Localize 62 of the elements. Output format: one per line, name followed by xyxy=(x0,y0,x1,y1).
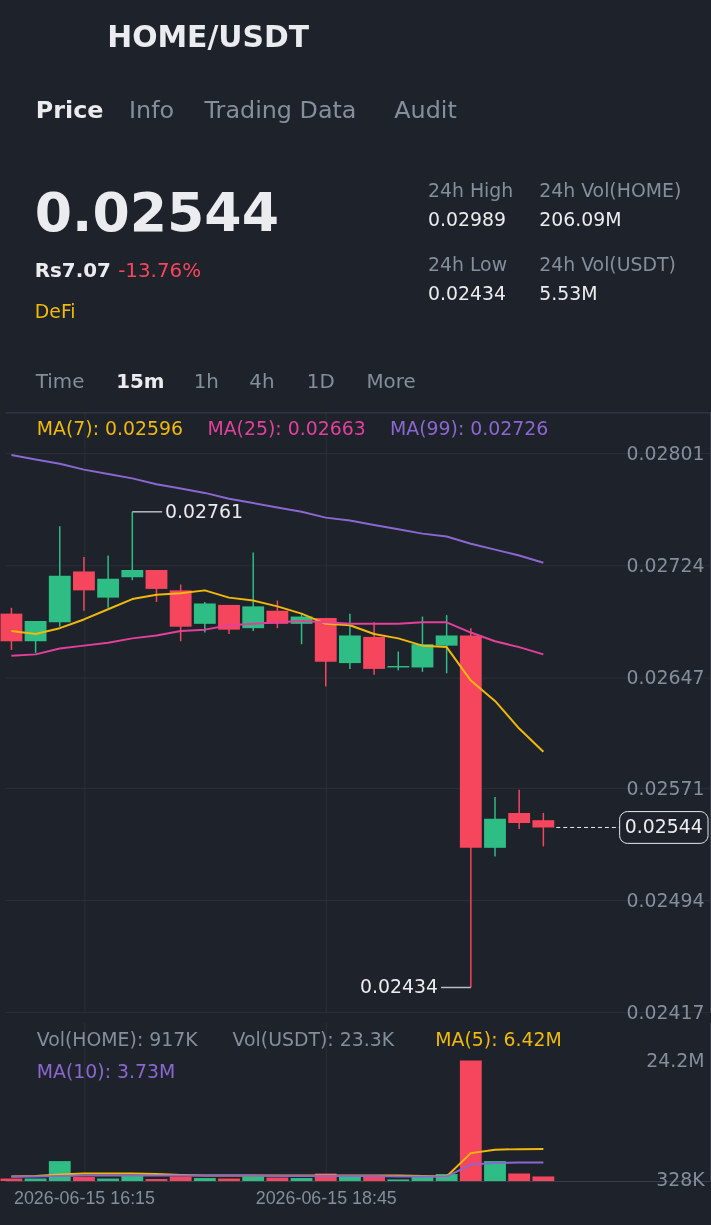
candlestick xyxy=(121,511,144,581)
y-tick-label: 328K xyxy=(656,1167,706,1190)
text: Audit xyxy=(394,96,457,125)
text: 5.53M xyxy=(539,282,598,305)
annotation: Vol(HOME): 917K xyxy=(36,1027,199,1050)
ref-line-label: 0.02544 xyxy=(624,815,703,838)
y-tick-label: 0.02571 xyxy=(626,776,705,799)
y-tick-label: 24.2M xyxy=(646,1048,705,1071)
annotation: Vol(USDT): 23.3K xyxy=(232,1027,395,1050)
annotation: 0.02434 xyxy=(360,975,439,998)
text: Trading Data xyxy=(203,96,357,125)
text: Info xyxy=(129,96,175,125)
candlestick xyxy=(532,812,555,848)
bar xyxy=(73,1177,95,1182)
bar xyxy=(193,1178,216,1182)
text: 206.09M xyxy=(539,207,622,230)
text: 24h High xyxy=(427,178,514,201)
x-tick-label: 2026-06-15 18:45 xyxy=(255,1188,397,1209)
text: Price xyxy=(35,96,104,125)
candlestick xyxy=(145,569,168,603)
bar xyxy=(484,1161,506,1182)
text: MA(25): 0.02663 xyxy=(207,417,366,440)
text: Time xyxy=(34,369,85,393)
text: 24h Low xyxy=(427,253,508,276)
candlestick xyxy=(435,614,458,675)
line-series xyxy=(10,454,545,564)
text: HOME/USDT xyxy=(107,19,310,54)
bar xyxy=(290,1178,313,1182)
line-series xyxy=(10,1161,545,1178)
x-tick-label: 2026-06-15 16:15 xyxy=(13,1188,156,1209)
text: 0.02989 xyxy=(427,207,506,230)
y-tick-label: 0.02417 xyxy=(626,1000,705,1023)
text: MA(99): 0.02726 xyxy=(390,417,549,440)
text: Rs7.07 xyxy=(34,259,111,283)
y-tick-label: 0.02494 xyxy=(626,888,705,911)
candlestick xyxy=(193,601,216,634)
candlestick xyxy=(508,788,531,830)
text: 15m xyxy=(116,369,165,393)
bar xyxy=(532,1176,555,1182)
text: 0.02434 xyxy=(427,282,506,305)
text: 1h xyxy=(193,369,219,393)
bar xyxy=(508,1173,531,1182)
text: More xyxy=(366,369,416,393)
candlestick xyxy=(97,554,120,609)
bar xyxy=(459,1060,482,1182)
text: 24h Vol(HOME) xyxy=(539,178,682,201)
y-tick-label: 0.02801 xyxy=(626,442,705,465)
text: 1D xyxy=(306,369,335,393)
annotation: 0.02761 xyxy=(165,499,244,522)
y-tick-label: 0.02647 xyxy=(626,666,705,689)
candlestick xyxy=(242,551,265,632)
text: 24h Vol(USDT) xyxy=(539,253,676,276)
bar xyxy=(145,1179,168,1182)
text: MA(10): 3.73M xyxy=(36,1059,176,1082)
text: 0.02544 xyxy=(34,180,279,244)
candlestick xyxy=(73,556,95,612)
text: -13.76% xyxy=(118,259,202,283)
text: DeFi xyxy=(34,300,76,323)
text: MA(7): 0.02596 xyxy=(36,417,183,440)
text: MA(5): 6.42M xyxy=(435,1027,562,1050)
text: 4h xyxy=(249,369,275,393)
y-tick-label: 0.02724 xyxy=(626,554,705,577)
